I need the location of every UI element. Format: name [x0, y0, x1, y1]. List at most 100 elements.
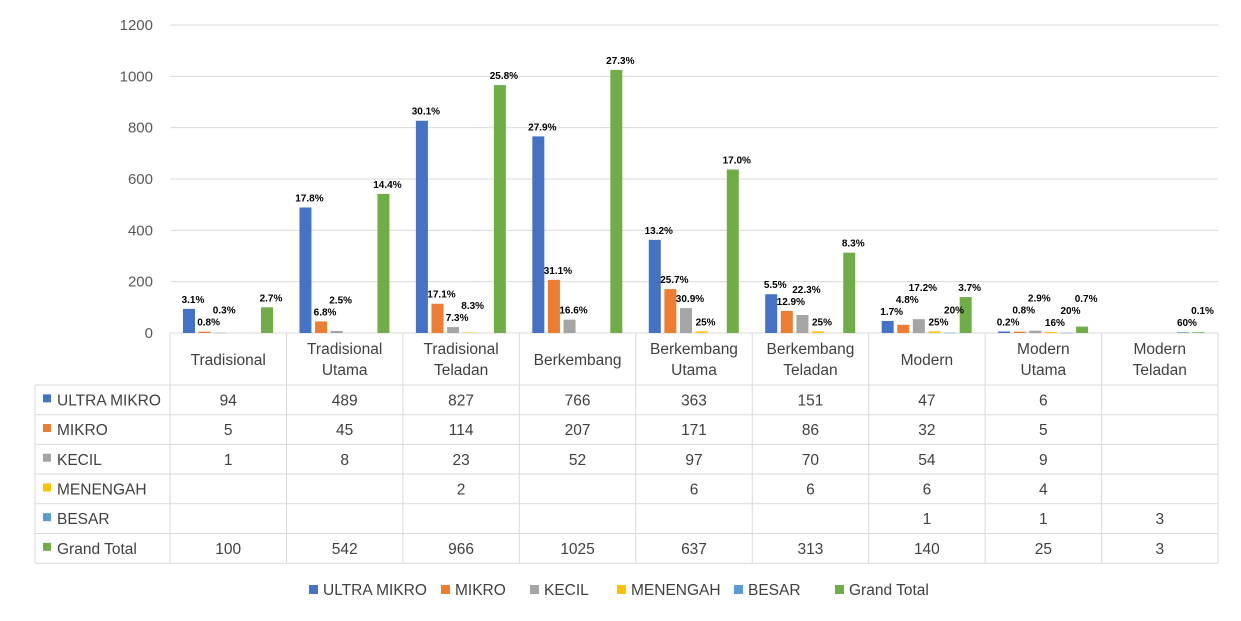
- data-label: 25.7%: [660, 275, 688, 286]
- y-tick-label: 600: [128, 171, 153, 188]
- bar-mikro: [315, 321, 328, 333]
- category-label: Tradisional: [423, 341, 498, 358]
- data-label: 16.6%: [559, 306, 587, 317]
- category-label: Teladan: [783, 362, 837, 379]
- data-label: 31.1%: [544, 266, 572, 277]
- data-label: 25%: [696, 317, 716, 328]
- table-cell: 6: [690, 481, 699, 498]
- table-cell: 8: [340, 452, 349, 469]
- table-cell: 542: [332, 541, 358, 558]
- bar-menengah: [462, 332, 475, 333]
- data-label: 25%: [928, 317, 948, 328]
- category-label: Modern: [1133, 341, 1186, 358]
- legend-key-icon: [43, 542, 51, 551]
- table-cell: 1: [1039, 511, 1048, 528]
- y-tick-label: 1200: [120, 17, 153, 34]
- table-cell: 1025: [560, 541, 594, 558]
- bar-mikro: [897, 324, 910, 333]
- data-label: 16%: [1045, 318, 1065, 329]
- table-cell: 1: [923, 511, 932, 528]
- bar-mikro: [664, 289, 677, 333]
- y-tick-label: 800: [128, 120, 153, 137]
- table-cell: 489: [332, 392, 358, 409]
- legend-entry: BESAR: [748, 582, 801, 599]
- table-cell: 47: [918, 392, 935, 409]
- data-label: 7.3%: [446, 313, 469, 324]
- table-row-label: MENENGAH: [57, 481, 147, 498]
- table-cell: 100: [215, 541, 241, 558]
- bar-grand-total: [377, 193, 390, 333]
- data-label: 2.5%: [329, 295, 352, 306]
- category-label: Tradisional: [307, 341, 382, 358]
- table-cell: 5: [1039, 422, 1048, 439]
- legend-key-icon: [43, 513, 51, 522]
- legend-swatch: [309, 585, 318, 594]
- bar-besar: [944, 332, 957, 334]
- bar-grand-total: [959, 297, 972, 333]
- table-cell: 313: [798, 541, 824, 558]
- bar-ultra-mikro: [532, 136, 545, 333]
- table-cell: 6: [1039, 392, 1048, 409]
- bar-besar: [1176, 332, 1189, 333]
- category-label: Modern: [901, 352, 954, 369]
- bar-grand-total: [843, 252, 856, 333]
- category-label: Teladan: [434, 362, 488, 379]
- data-label: 5.5%: [764, 280, 787, 291]
- data-label: 1.7%: [880, 307, 903, 318]
- table-cell: 637: [681, 541, 707, 558]
- category-label: Berkembang: [766, 341, 854, 358]
- data-label: 0.2%: [997, 317, 1020, 328]
- legend-key-icon: [43, 394, 51, 403]
- y-tick-label: 1000: [120, 68, 153, 85]
- data-label: 17.0%: [723, 156, 751, 167]
- category-label: Berkembang: [650, 341, 738, 358]
- data-label: 3.7%: [958, 283, 981, 294]
- legend-swatch: [835, 585, 844, 594]
- bar-kecil: [796, 315, 809, 333]
- table-cell: 94: [220, 392, 238, 409]
- bar-grand-total: [1076, 326, 1089, 333]
- table-row-label: Grand Total: [57, 541, 137, 558]
- table-cell: 70: [802, 452, 820, 469]
- table-cell: 827: [448, 392, 474, 409]
- bar-menengah: [695, 331, 708, 333]
- data-label: 3.1%: [182, 295, 205, 306]
- bar-grand-total: [610, 69, 623, 334]
- legend-key-icon: [43, 483, 51, 492]
- legend-entry: MIKRO: [455, 582, 506, 599]
- legend-swatch: [441, 585, 450, 594]
- category-label: Utama: [1021, 362, 1067, 379]
- table-row-label: MIKRO: [57, 422, 108, 439]
- bar-kecil: [912, 319, 925, 333]
- table-cell: 6: [806, 481, 815, 498]
- table-cell: 1: [224, 452, 233, 469]
- bar-menengah: [812, 331, 825, 333]
- category-label: Utama: [322, 362, 368, 379]
- category-label: Tradisional: [191, 352, 266, 369]
- table-cell: 171: [681, 422, 707, 439]
- table-cell: 32: [918, 422, 935, 439]
- data-label: 17.1%: [427, 290, 455, 301]
- bar-kecil: [1029, 330, 1042, 333]
- bar-ultra-mikro: [648, 239, 661, 333]
- table-cell: 151: [798, 392, 824, 409]
- bar-grand-total: [493, 85, 506, 333]
- y-tick-label: 400: [128, 222, 153, 239]
- legend-entry: ULTRA MIKRO: [323, 582, 427, 599]
- data-label: 0.3%: [213, 306, 236, 317]
- bar-ultra-mikro: [183, 308, 195, 333]
- bar-mikro: [198, 331, 211, 333]
- legend-swatch: [530, 585, 539, 594]
- data-label: 4.8%: [896, 295, 919, 306]
- bar-grand-total: [726, 169, 739, 333]
- bar-kecil: [679, 308, 692, 333]
- table-cell: 6: [923, 481, 932, 498]
- data-label: 8.3%: [842, 239, 865, 250]
- table-cell: 207: [565, 422, 591, 439]
- table-cell: 45: [336, 422, 353, 439]
- data-label: 0.7%: [1075, 294, 1098, 305]
- data-label: 14.4%: [373, 180, 401, 191]
- data-label: 25%: [812, 317, 832, 328]
- data-label: 0.1%: [1191, 306, 1214, 317]
